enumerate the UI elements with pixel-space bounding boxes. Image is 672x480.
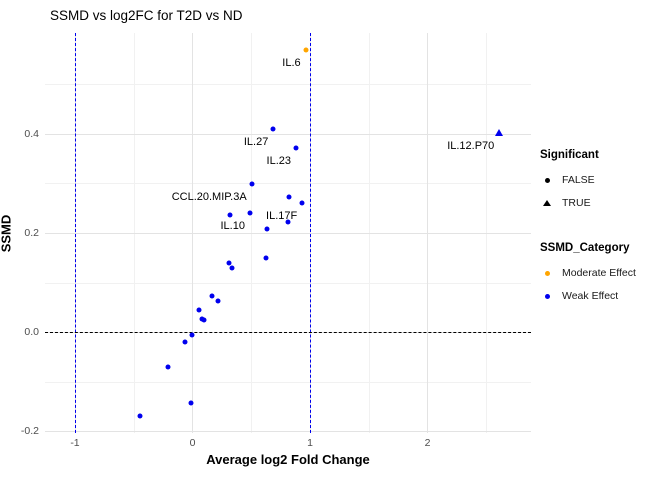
gridline-minor-y — [45, 381, 531, 383]
legend-group-title: Significant — [540, 149, 599, 161]
data-point — [165, 364, 171, 370]
circle-glyph — [544, 293, 550, 299]
gridline-minor-y — [45, 183, 531, 185]
x-axis-title: Average log2 Fold Change — [206, 452, 370, 467]
data-point — [270, 126, 276, 132]
legend-key-triangle-icon — [540, 200, 554, 206]
x-axis-tick-label: -1 — [70, 437, 80, 449]
data-point — [189, 332, 195, 338]
point-label: IL.17F — [266, 209, 298, 222]
x-axis-tick-label: 0 — [189, 437, 196, 449]
triangle-glyph — [543, 200, 551, 206]
data-point — [188, 400, 194, 406]
data-point — [137, 413, 143, 419]
y-axis-tick-label: -0.2 — [20, 425, 39, 438]
data-point — [249, 181, 255, 187]
gridline-minor-y — [45, 84, 531, 86]
gridline-major-y — [45, 233, 531, 234]
data-point — [199, 316, 205, 322]
reference-line-vertical — [309, 33, 311, 433]
legend-key-circle-icon — [540, 270, 554, 276]
data-point — [196, 307, 202, 313]
point-label: IL.10 — [220, 220, 245, 233]
point-label: IL.6 — [282, 56, 301, 69]
data-point-triangle — [495, 128, 504, 136]
legend: Significant FALSE TRUE SSMD_Category Moderat… — [540, 149, 636, 312]
x-axis-tick-label: 2 — [424, 437, 431, 449]
circle-glyph — [544, 270, 550, 276]
data-point — [226, 260, 232, 266]
legend-item: Weak Effect — [540, 289, 636, 303]
plot-panel: IL.6 IL.27 IL.12.P70 IL.23 CCL.20.MIP.3A IL.1… — [45, 33, 531, 433]
legend-group: Significant FALSE TRUE — [540, 149, 636, 210]
legend-item: FALSE — [540, 173, 636, 187]
reference-line-vertical — [74, 33, 76, 433]
gridline-major-y — [45, 431, 531, 433]
plot-title: SSMD vs log2FC for T2D vs ND — [50, 8, 243, 23]
point-label: IL.23 — [266, 155, 291, 168]
data-point — [299, 200, 305, 206]
data-point — [303, 47, 309, 53]
gridline-minor-y — [45, 282, 531, 284]
legend-item-label: Moderate Effect — [562, 267, 636, 279]
legend-item-label: Weak Effect — [562, 290, 619, 302]
legend-key-circle-icon — [540, 177, 554, 183]
circle-glyph — [544, 177, 550, 183]
data-point — [263, 255, 269, 261]
data-point — [247, 210, 253, 216]
y-axis-tick-label: 0.4 — [24, 127, 39, 140]
reference-line-horizontal — [45, 332, 531, 333]
point-label: IL.12.P70 — [447, 139, 495, 152]
data-point — [264, 226, 270, 232]
x-axis-tick-label: 1 — [307, 437, 313, 449]
data-point — [286, 194, 292, 200]
data-point — [182, 339, 188, 345]
data-point — [227, 212, 233, 218]
data-point — [209, 293, 215, 299]
legend-group: SSMD_Category Moderate Effect Weak Effect — [540, 242, 636, 303]
y-axis-tick-label: 0.2 — [24, 227, 39, 239]
data-point — [215, 298, 221, 304]
legend-item-label: FALSE — [562, 174, 595, 186]
legend-key-circle-icon — [540, 293, 554, 299]
data-point — [201, 317, 207, 323]
y-axis-tick-label: 0.0 — [24, 326, 39, 338]
legend-item-label: TRUE — [562, 197, 591, 209]
legend-item: TRUE — [540, 196, 636, 210]
gridline-major-y — [45, 133, 531, 135]
legend-group-title: SSMD_Category — [540, 242, 630, 254]
data-point — [229, 265, 235, 271]
point-label: CCL.20.MIP.3A — [171, 190, 247, 203]
data-point — [293, 145, 299, 151]
data-point — [285, 219, 291, 225]
point-label: IL.27 — [243, 135, 269, 148]
legend-item: Moderate Effect — [540, 266, 636, 280]
